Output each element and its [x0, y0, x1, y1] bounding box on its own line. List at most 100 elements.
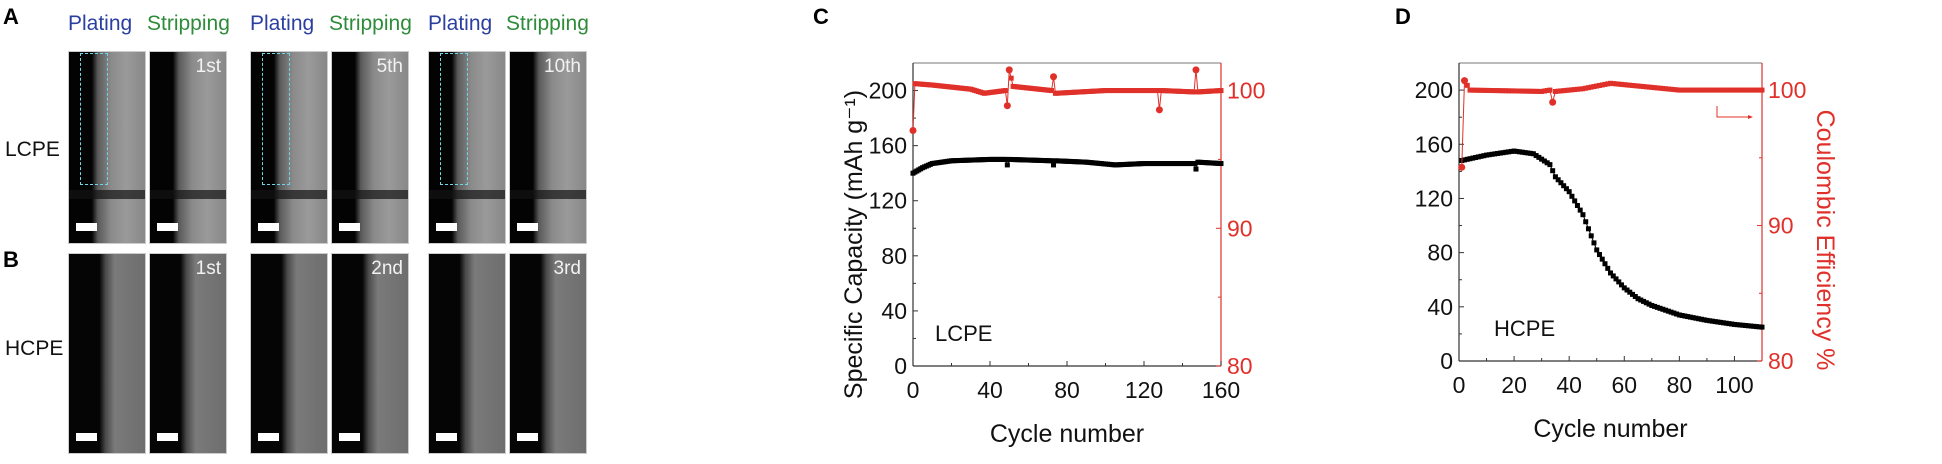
data-point-ce [1588, 84, 1594, 90]
data-point-ce [1731, 87, 1737, 93]
data-point-capacity [1583, 219, 1589, 225]
y-tick-label: 120 [869, 188, 907, 214]
y-tick-label: 200 [869, 78, 907, 104]
data-point-capacity [1193, 166, 1199, 172]
data-point-capacity [1051, 162, 1057, 168]
data-point-ce [1478, 87, 1484, 93]
data-point-capacity [1475, 154, 1481, 160]
data-point-capacity [1541, 158, 1547, 164]
micrograph-lcpe-stripping-5: 5th [331, 51, 409, 244]
data-point-capacity [1663, 307, 1669, 313]
data-point-ce [1613, 81, 1619, 87]
cycle-label: 1st [195, 258, 221, 279]
data-point-capacity [1643, 300, 1649, 306]
data-point-capacity [1709, 318, 1715, 324]
data-point-ce [1654, 85, 1660, 91]
data-point-ce [1002, 88, 1008, 94]
data-point-capacity [1530, 151, 1536, 157]
x-tick-label: 80 [1667, 372, 1693, 398]
scale-bar [436, 433, 457, 441]
data-point-ce [1698, 87, 1704, 93]
data-point-ce [1563, 87, 1569, 93]
data-point-capacity [1649, 302, 1655, 308]
data-point-capacity [1646, 301, 1652, 307]
scale-bar [157, 433, 178, 441]
panel-letter-c: C [813, 4, 829, 29]
data-point-ce [1753, 87, 1759, 93]
x-tick-label: 160 [1202, 377, 1240, 403]
data-point-outlier [1458, 163, 1466, 171]
data-point-ce [1464, 82, 1470, 88]
data-point-capacity [1729, 321, 1735, 327]
y2-tick-label: 80 [1227, 353, 1253, 379]
data-point-capacity [1514, 148, 1520, 154]
data-point-ce [1657, 85, 1663, 91]
column-header-stripping: Stripping [506, 12, 589, 35]
data-point-outlier [1003, 102, 1011, 110]
column-header-plating: Plating [250, 12, 315, 35]
cycle-label: 2nd [371, 258, 403, 279]
data-point-ce [1635, 83, 1641, 89]
data-point-capacity [1539, 156, 1545, 162]
data-point-ce [1608, 80, 1613, 86]
micrograph-hcpe-plating-1 [68, 253, 146, 454]
data-point-capacity [1522, 150, 1528, 156]
scale-bar [76, 433, 97, 441]
data-point-ce [1049, 88, 1055, 94]
micrograph-lcpe-stripping-10: 10th [509, 51, 587, 244]
data-point-capacity [1740, 322, 1746, 328]
scale-bar [339, 223, 360, 231]
data-point-capacity [1734, 322, 1740, 328]
data-point-capacity [1486, 152, 1492, 158]
data-point-ce [1574, 86, 1580, 92]
x-axis-label: Cycle number [990, 420, 1144, 448]
data-point-capacity [1616, 279, 1622, 285]
data-point-capacity [1652, 303, 1658, 309]
x-tick-label: 80 [1054, 377, 1080, 403]
data-point-ce [1484, 87, 1490, 93]
data-point-ce [1737, 87, 1743, 93]
y2-tick-label: 100 [1227, 78, 1265, 104]
data-point-ce [1572, 87, 1578, 93]
data-point-capacity [1638, 297, 1644, 303]
data-point-capacity [1489, 151, 1495, 157]
y2-tick-label: 80 [1768, 348, 1794, 374]
data-point-outlier [1155, 106, 1163, 114]
data-point-capacity [1550, 168, 1556, 174]
data-point-ce [1561, 88, 1567, 94]
data-point-capacity [1707, 318, 1713, 324]
series-line-ce [912, 69, 1222, 131]
data-point-capacity [1674, 311, 1680, 317]
data-point-ce [1602, 81, 1608, 87]
data-point-ce [1585, 85, 1591, 91]
data-point-capacity [1756, 324, 1762, 330]
data-point-capacity [1464, 156, 1470, 162]
column-header-stripping: Stripping [147, 12, 230, 35]
micrograph-hcpe-stripping-1: 1st [149, 253, 227, 454]
data-point-capacity [1500, 150, 1506, 156]
data-point-ce [1544, 88, 1550, 94]
x-tick-label: 100 [1715, 372, 1753, 398]
data-point-capacity [1591, 240, 1597, 246]
data-point-ce [1630, 82, 1636, 88]
y-tick-label: 120 [1415, 185, 1453, 211]
data-point-capacity [1594, 247, 1600, 253]
data-point-ce [1497, 88, 1503, 94]
data-point-capacity [1547, 162, 1553, 168]
data-point-ce [1528, 88, 1534, 94]
data-point-capacity [1574, 202, 1580, 208]
data-point-ce [1500, 88, 1506, 94]
data-point-ce [1558, 88, 1564, 94]
y-tick-label: 160 [869, 133, 907, 159]
data-point-capacity [1665, 308, 1671, 314]
data-point-capacity [1679, 312, 1685, 318]
data-point-ce [1745, 87, 1751, 93]
roi-box [262, 53, 290, 185]
data-point-capacity [1731, 321, 1737, 327]
cycle-label: 10th [544, 56, 581, 77]
data-point-capacity [1528, 150, 1534, 156]
data-point-capacity [1536, 154, 1542, 160]
data-point-ce [1522, 88, 1528, 94]
data-point-capacity [1478, 153, 1484, 159]
